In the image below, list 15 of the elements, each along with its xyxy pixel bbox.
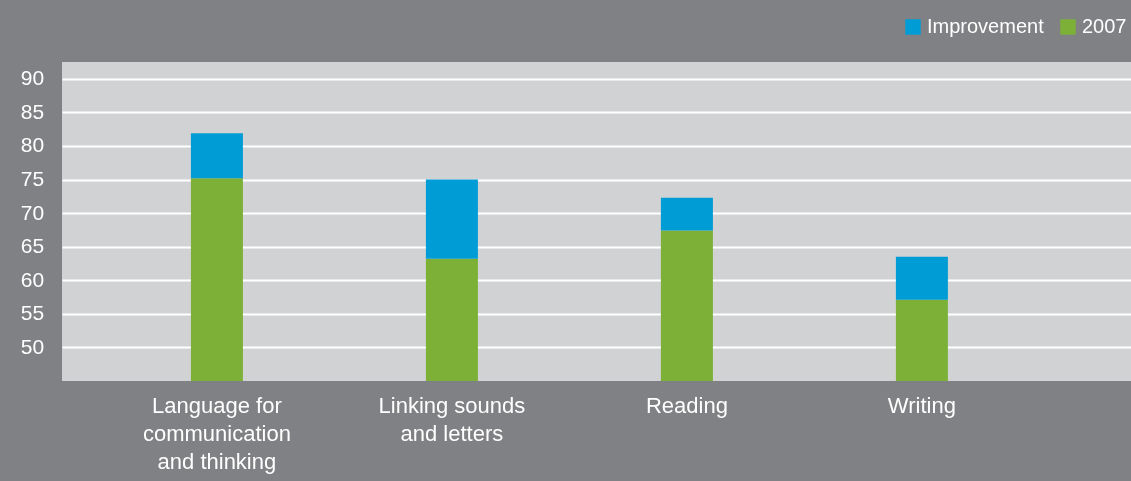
- y-tick-label: 60: [20, 267, 45, 291]
- y-tick-label: 90: [20, 66, 45, 90]
- y-tick-label: 65: [20, 234, 45, 258]
- legend-label: Improvement: [927, 15, 1045, 37]
- y-tick-label: 55: [20, 301, 45, 325]
- x-tick-label: Reading: [645, 392, 728, 418]
- x-tick-label: Linking sounds and letters: [378, 392, 526, 446]
- x-tick-label: Language for communication and thinking: [142, 392, 291, 474]
- y-tick-label: 70: [20, 200, 45, 224]
- legend-label: 2007: [1082, 15, 1127, 37]
- y-tick-label: 85: [20, 99, 45, 123]
- y-tick-label: 50: [20, 334, 45, 358]
- x-tick-label: Writing: [887, 392, 956, 418]
- y-tick-label: 80: [20, 133, 45, 157]
- y-tick-label: 75: [20, 167, 45, 191]
